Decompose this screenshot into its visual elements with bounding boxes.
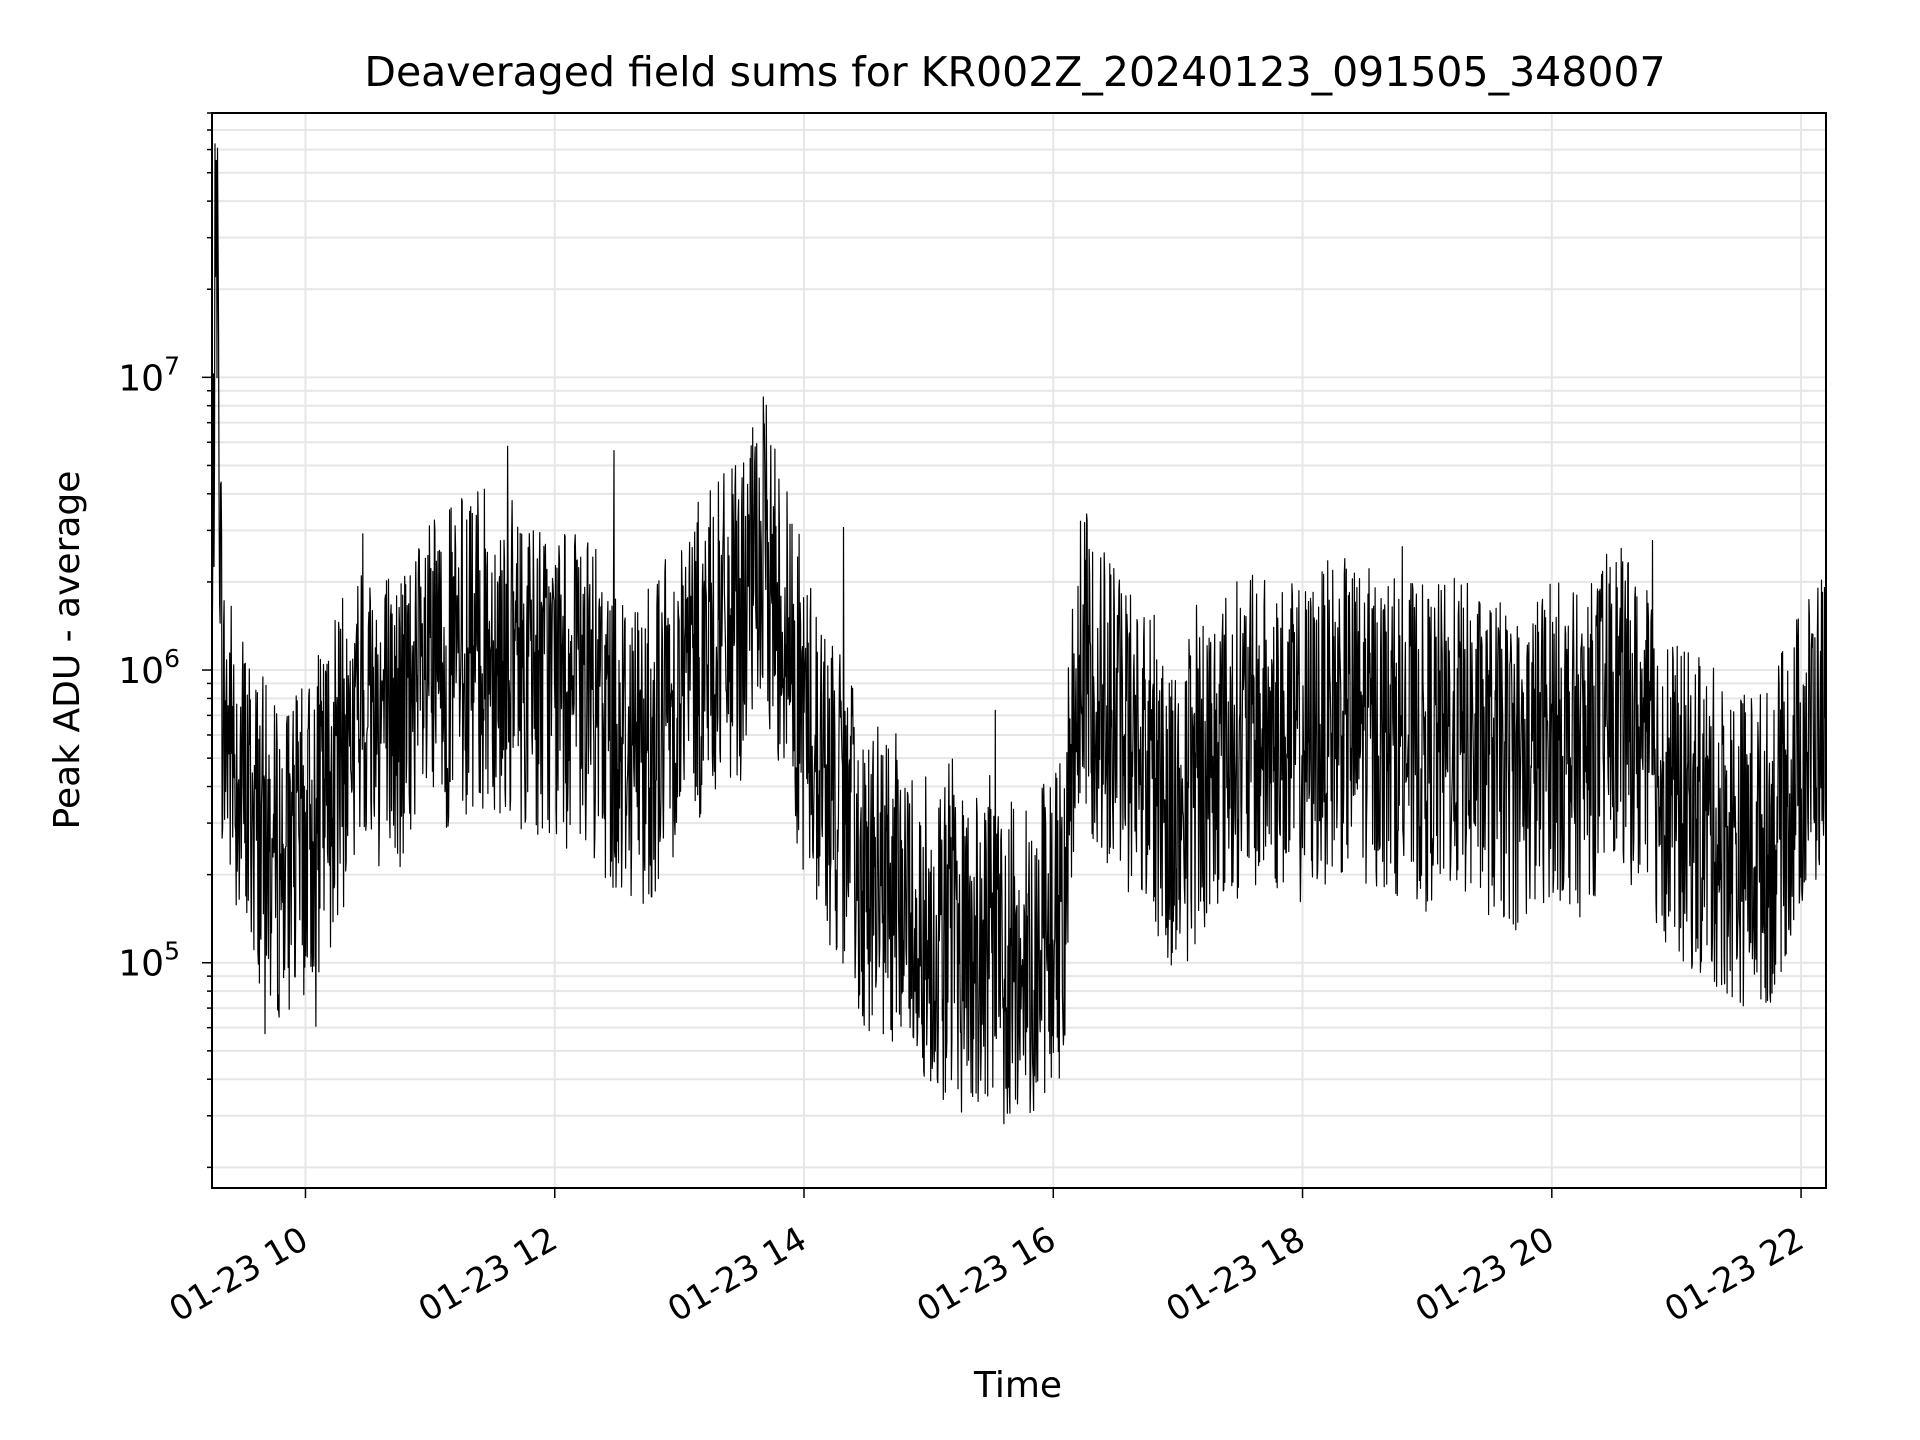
y-axis: 105 106 107 [118,112,212,1169]
series-line [211,143,1827,1125]
y-tick-label: 105 [118,937,180,985]
y-tick-label: 107 [118,351,180,399]
data-series [211,143,1827,1125]
x-axis-label: Time [973,1365,1062,1406]
y-tick-label: 106 [118,644,180,692]
axes-frame [211,112,1827,1189]
chart-title: Deaveraged field sums for KR002Z_2024012… [364,48,1665,96]
y-axis-label: Peak ADU - average [47,471,88,830]
